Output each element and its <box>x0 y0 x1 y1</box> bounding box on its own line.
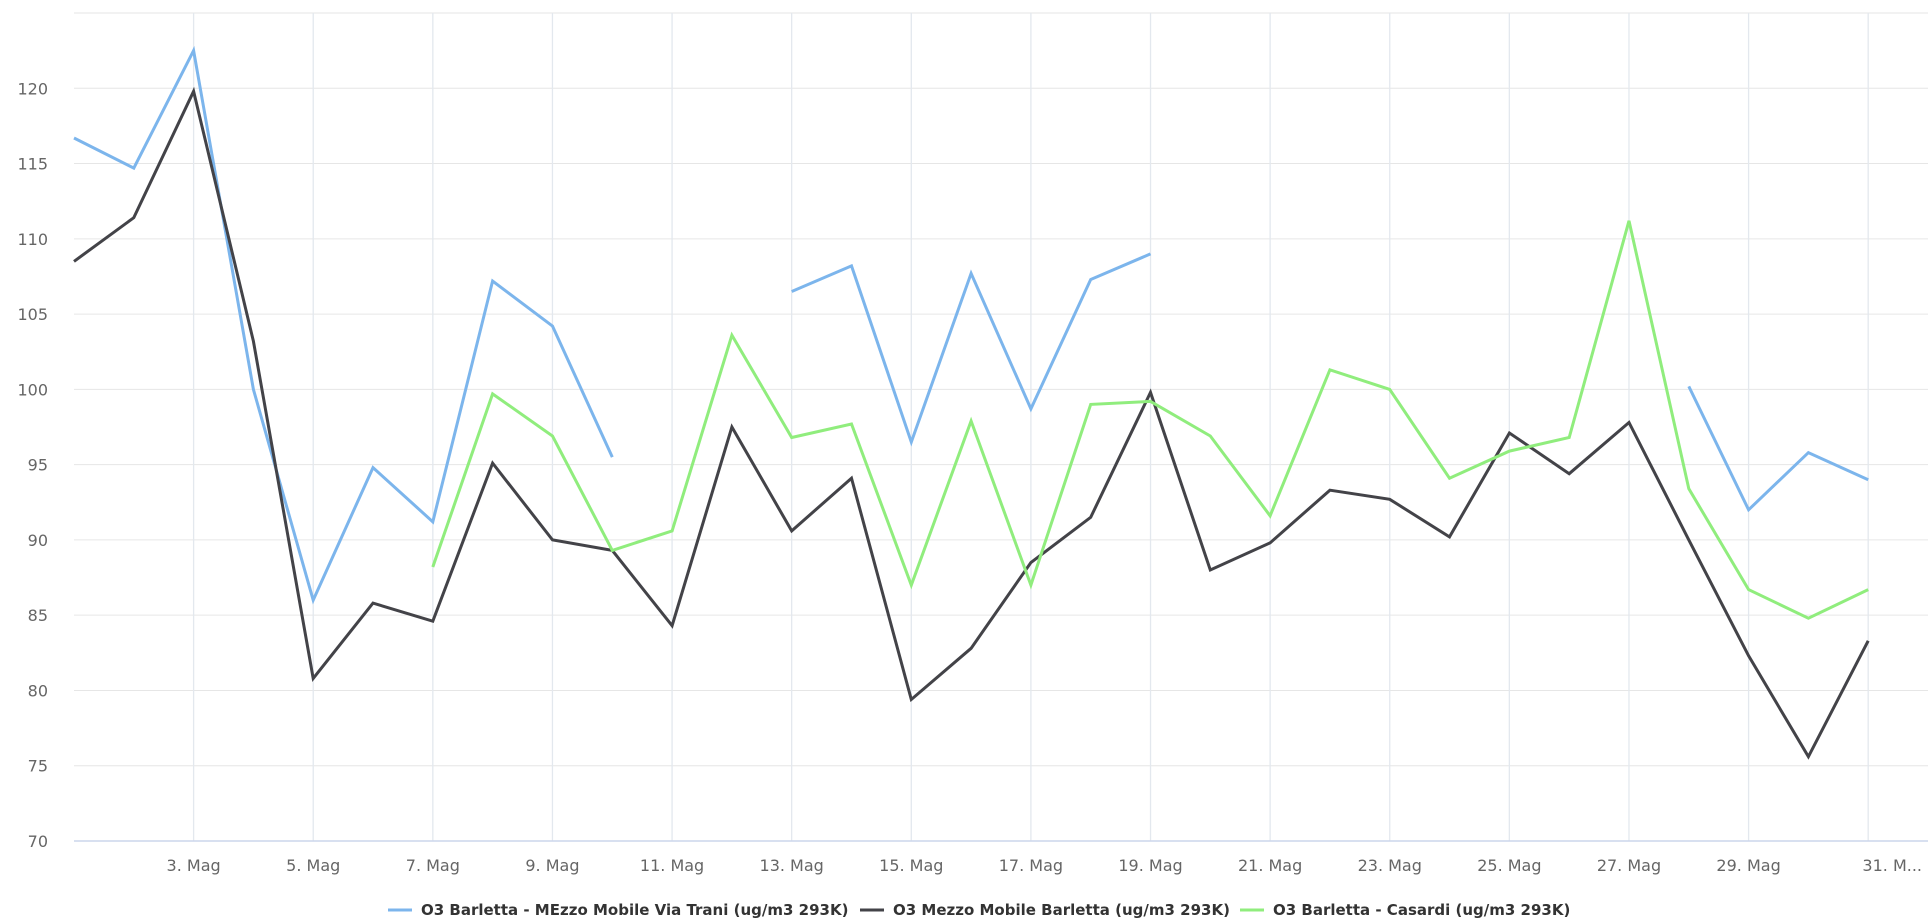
series-line <box>1687 385 1869 513</box>
y-tick-label: 80 <box>28 681 48 700</box>
y-tick-label: 105 <box>17 305 48 324</box>
series-2 <box>73 86 1870 760</box>
series-1 <box>73 45 1869 605</box>
y-tick-label: 75 <box>28 757 48 776</box>
series-line <box>431 220 1869 620</box>
y-tick-label: 90 <box>28 531 48 550</box>
grid <box>74 12 1928 841</box>
y-tick-label: 100 <box>17 380 48 399</box>
y-tick-label: 95 <box>28 456 48 475</box>
series-lines <box>73 45 1870 760</box>
legend-item-1[interactable]: O3 Barletta - MEzzo Mobile Via Trani (ug… <box>388 901 848 919</box>
x-tick-label: 19. Mag <box>1118 856 1182 875</box>
legend-label: O3 Barletta - MEzzo Mobile Via Trani (ug… <box>421 901 848 919</box>
x-tick-label: 7. Mag <box>406 856 460 875</box>
y-tick-label: 120 <box>17 79 48 98</box>
x-tick-label: 15. Mag <box>879 856 943 875</box>
series-line <box>73 86 1870 760</box>
series-3 <box>431 220 1869 620</box>
x-tick-label: 9. Mag <box>525 856 579 875</box>
x-tick-label: 11. Mag <box>640 856 704 875</box>
y-tick-label: 115 <box>17 155 48 174</box>
legend-label: O3 Barletta - Casardi (ug/m3 293K) <box>1273 901 1570 919</box>
series-line <box>791 252 1152 447</box>
legend-label: O3 Mezzo Mobile Barletta (ug/m3 293K) <box>893 901 1230 919</box>
x-tick-label: 3. Mag <box>167 856 221 875</box>
legend-item-2[interactable]: O3 Mezzo Mobile Barletta (ug/m3 293K) <box>860 901 1230 919</box>
x-tick-label: 5. Mag <box>286 856 340 875</box>
x-tick-label: 21. Mag <box>1238 856 1302 875</box>
y-tick-label: 85 <box>28 606 48 625</box>
x-tick-label: 29. Mag <box>1716 856 1780 875</box>
y-tick-label: 70 <box>28 832 48 851</box>
axes: 70 75 80 85 90 95 100 105 110 115 120 3. Mag 5. Mag 7… <box>17 79 1928 875</box>
x-tick-label: 31. M... <box>1862 856 1922 875</box>
x-tick-label: 13. Mag <box>760 856 824 875</box>
x-tick-label: 27. Mag <box>1597 856 1661 875</box>
x-tick-label: 25. Mag <box>1477 856 1541 875</box>
legend-item-3[interactable]: O3 Barletta - Casardi (ug/m3 293K) <box>1240 901 1570 919</box>
x-tick-label: 17. Mag <box>999 856 1063 875</box>
x-tick-label: 23. Mag <box>1358 856 1422 875</box>
y-tick-label: 110 <box>17 230 48 249</box>
series-line <box>73 45 614 605</box>
legend: O3 Barletta - MEzzo Mobile Via Trani (ug… <box>388 901 1570 919</box>
